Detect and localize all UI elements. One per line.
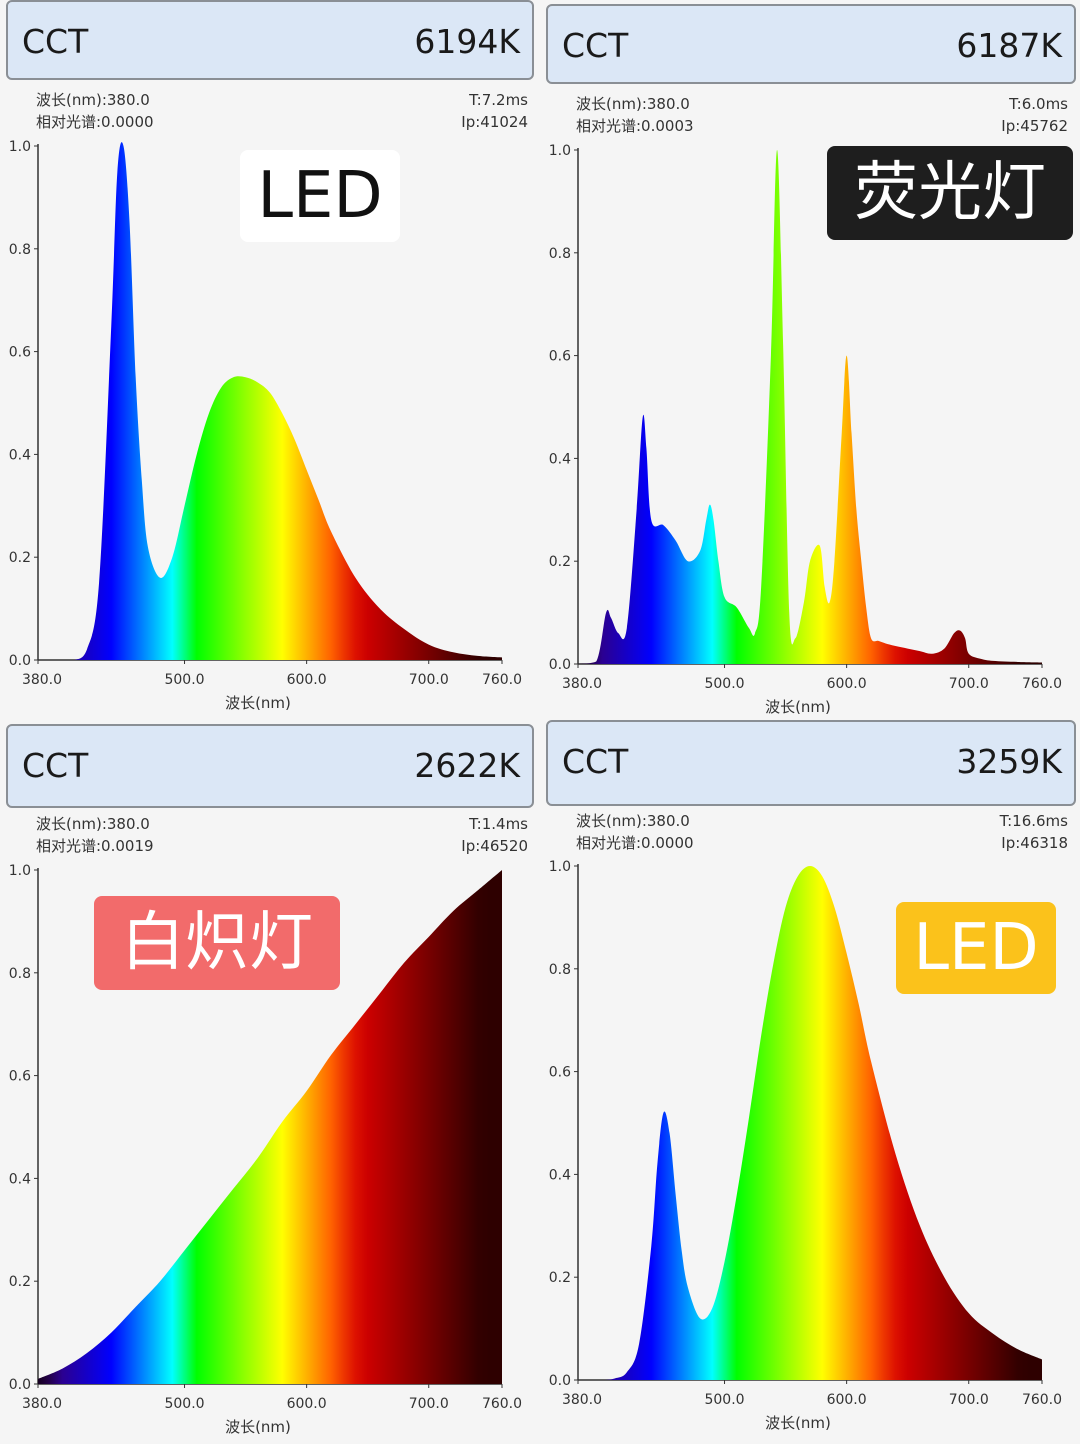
- y-tick-label: 0.4: [9, 447, 31, 463]
- x-axis-label: 波长(nm): [225, 1418, 291, 1436]
- y-tick-label: 0.4: [549, 1167, 571, 1183]
- spectrum-chart: 1.0 0.8 0.6 0.4 0.2 0.0 380.0 500.0 600.0 700.0 76…: [9, 139, 522, 712]
- relative-spectrum-readout: 相对光谱:0.0019: [36, 837, 154, 855]
- wavelength-readout: 波长(nm):380.0: [36, 91, 150, 109]
- readout-left: 波长(nm):380.0 相对光谱:0.0000: [576, 810, 694, 854]
- wavelength-readout: 波长(nm):380.0: [576, 812, 690, 830]
- ip-value: Ip:46520: [461, 837, 528, 855]
- readout-right: T:6.0ms Ip:45762: [1001, 93, 1068, 137]
- x-tick-label: 600.0: [287, 672, 327, 688]
- spectrum-chart: 1.0 0.8 0.6 0.4 0.2 0.0 380.0 500.0 600.0 700.0 76…: [549, 143, 1062, 716]
- x-tick-label: 760.0: [482, 1396, 522, 1412]
- readout-right: T:7.2ms Ip:41024: [461, 89, 528, 133]
- y-tick-label: 1.0: [9, 863, 31, 879]
- x-tick-label: 600.0: [827, 1392, 867, 1408]
- relative-spectrum-readout: 相对光谱:0.0000: [36, 113, 154, 131]
- y-tick-label: 0.2: [549, 1270, 571, 1286]
- light-source-tag: 白炽灯: [94, 896, 340, 990]
- x-axis-label: 波长(nm): [765, 698, 831, 716]
- cct-value: 3259K: [956, 742, 1062, 781]
- light-source-tag: LED: [240, 150, 400, 242]
- readout-left: 波长(nm):380.0 相对光谱:0.0019: [36, 813, 154, 857]
- y-tick-label: 0.6: [9, 345, 31, 361]
- readout-left: 波长(nm):380.0 相对光谱:0.0003: [576, 93, 694, 137]
- x-tick-label: 760.0: [1022, 676, 1062, 692]
- relative-spectrum-readout: 相对光谱:0.0003: [576, 117, 694, 135]
- y-tick-label: 0.8: [549, 962, 571, 978]
- x-axis-label: 波长(nm): [225, 694, 291, 712]
- light-source-tag: LED: [896, 902, 1056, 994]
- integration-time: T:7.2ms: [469, 91, 528, 109]
- spectrum-area: [38, 142, 502, 660]
- ip-value: Ip:41024: [461, 113, 528, 131]
- y-tick-label: 0.0: [549, 657, 571, 673]
- x-tick-label: 380.0: [562, 676, 602, 692]
- cct-value: 6187K: [956, 26, 1062, 65]
- x-tick-label: 500.0: [164, 1396, 204, 1412]
- x-tick-label: 760.0: [1022, 1392, 1062, 1408]
- y-tick-label: 0.8: [9, 242, 31, 258]
- x-tick-label: 380.0: [22, 1396, 62, 1412]
- readout-right: T:1.4ms Ip:46520: [461, 813, 528, 857]
- cct-label: CCT: [22, 22, 89, 61]
- y-tick-label: 0.6: [549, 349, 571, 365]
- y-tick-label: 0.2: [9, 550, 31, 566]
- x-tick-label: 500.0: [164, 672, 204, 688]
- wavelength-readout: 波长(nm):380.0: [36, 815, 150, 833]
- spectrum-panel-3: CCT 2622K 波长(nm):380.0 相对光谱:0.0019 T:1.4…: [0, 722, 540, 1440]
- y-tick-label: 0.0: [549, 1373, 571, 1389]
- x-tick-label: 600.0: [827, 676, 867, 692]
- relative-spectrum-readout: 相对光谱:0.0000: [576, 834, 694, 852]
- x-tick-label: 700.0: [409, 672, 449, 688]
- integration-time: T:1.4ms: [469, 815, 528, 833]
- cct-header: CCT 2622K: [6, 724, 534, 808]
- x-tick-label: 700.0: [409, 1396, 449, 1412]
- x-tick-label: 500.0: [704, 1392, 744, 1408]
- cct-label: CCT: [22, 746, 89, 785]
- y-tick-label: 0.2: [549, 554, 571, 570]
- cct-header: CCT 3259K: [546, 720, 1076, 806]
- x-tick-label: 700.0: [949, 676, 989, 692]
- ip-value: Ip:45762: [1001, 117, 1068, 135]
- spectrum-panel-4: CCT 3259K 波长(nm):380.0 相对光谱:0.0000 T:16.…: [540, 720, 1080, 1440]
- cct-header: CCT 6194K: [6, 0, 534, 80]
- cct-value: 2622K: [414, 746, 520, 785]
- y-tick-label: 0.4: [549, 451, 571, 467]
- y-tick-label: 0.4: [9, 1171, 31, 1187]
- y-tick-label: 1.0: [549, 143, 571, 159]
- y-tick-label: 0.8: [549, 246, 571, 262]
- x-tick-label: 760.0: [482, 672, 522, 688]
- spectrum-panel-2: CCT 6187K 波长(nm):380.0 相对光谱:0.0003 T:6.0…: [540, 0, 1080, 720]
- light-source-tag: 荧光灯: [827, 146, 1073, 240]
- y-tick-label: 1.0: [9, 139, 31, 155]
- spectrum-chart: 1.0 0.8 0.6 0.4 0.2 0.0 380.0 500.0 600.0 700.0 76…: [549, 859, 1062, 1432]
- y-tick-label: 0.8: [9, 966, 31, 982]
- y-tick-label: 1.0: [549, 859, 571, 875]
- x-tick-label: 600.0: [287, 1396, 327, 1412]
- spectrum-panel-1: CCT 6194K 波长(nm):380.0 相对光谱:0.0000 T:7.2…: [0, 0, 540, 720]
- x-tick-label: 500.0: [704, 676, 744, 692]
- y-tick-label: 0.6: [549, 1065, 571, 1081]
- y-tick-label: 0.2: [9, 1274, 31, 1290]
- y-tick-label: 0.0: [9, 653, 31, 669]
- spectrum-chart: 1.0 0.8 0.6 0.4 0.2 0.0 380.0 500.0 600.0 700.0 76…: [9, 863, 522, 1436]
- cct-value: 6194K: [414, 22, 520, 61]
- wavelength-readout: 波长(nm):380.0: [576, 95, 690, 113]
- readout-right: T:16.6ms Ip:46318: [1000, 810, 1068, 854]
- spectrum-area: [38, 870, 502, 1384]
- x-axis-label: 波长(nm): [765, 1414, 831, 1432]
- x-tick-label: 700.0: [949, 1392, 989, 1408]
- readout-left: 波长(nm):380.0 相对光谱:0.0000: [36, 89, 154, 133]
- x-tick-label: 380.0: [22, 672, 62, 688]
- cct-header: CCT 6187K: [546, 4, 1076, 84]
- integration-time: T:16.6ms: [999, 812, 1068, 830]
- ip-value: Ip:46318: [1001, 834, 1068, 852]
- y-tick-label: 0.6: [9, 1069, 31, 1085]
- y-tick-label: 0.0: [9, 1377, 31, 1393]
- spectrum-area: [578, 866, 1042, 1380]
- cct-label: CCT: [562, 742, 629, 781]
- x-tick-label: 380.0: [562, 1392, 602, 1408]
- cct-label: CCT: [562, 26, 629, 65]
- integration-time: T:6.0ms: [1009, 95, 1068, 113]
